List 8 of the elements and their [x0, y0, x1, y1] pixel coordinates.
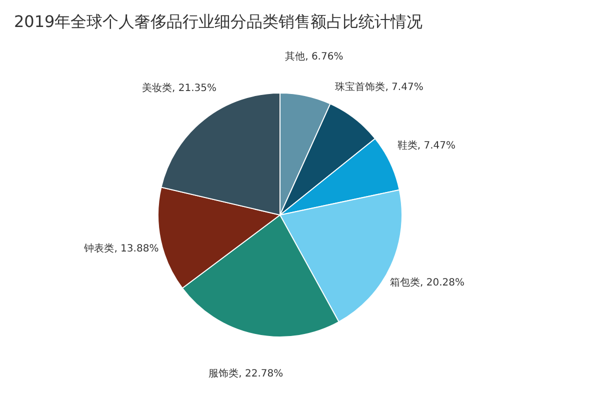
chart-title: 2019年全球个人奢侈品行业细分品类销售额占比统计情况	[14, 12, 423, 31]
slice-label: 其他, 6.76%	[285, 50, 344, 63]
slice-label: 服饰类, 22.78%	[208, 367, 284, 380]
slice-label: 鞋类, 7.47%	[397, 140, 456, 152]
slice-label: 钟表类, 13.88%	[83, 242, 159, 254]
slice-label: 美妆类, 21.35%	[142, 82, 217, 94]
slice-label: 珠宝首饰类, 7.47%	[335, 80, 424, 93]
slice-label: 箱包类, 20.28%	[390, 276, 465, 289]
